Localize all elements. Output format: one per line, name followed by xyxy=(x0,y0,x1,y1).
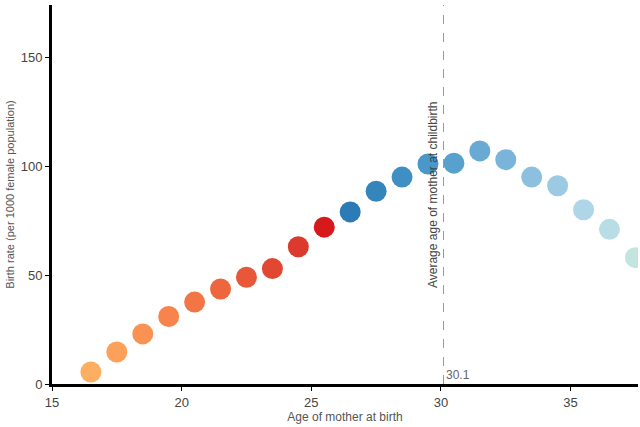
svg-text:50: 50 xyxy=(28,268,42,283)
svg-text:150: 150 xyxy=(21,50,43,65)
svg-text:20: 20 xyxy=(174,395,188,410)
svg-text:0: 0 xyxy=(35,377,42,392)
svg-text:30.1: 30.1 xyxy=(446,368,470,382)
svg-text:25: 25 xyxy=(304,395,318,410)
svg-text:Average age of mother at child: Average age of mother at childbirth xyxy=(426,101,440,288)
svg-text:Birth rate (per 1000 female po: Birth rate (per 1000 female population) xyxy=(4,100,16,288)
svg-text:100: 100 xyxy=(21,159,43,174)
svg-text:15: 15 xyxy=(45,395,59,410)
svg-text:30: 30 xyxy=(434,395,448,410)
svg-text:Age of mother at birth: Age of mother at birth xyxy=(287,410,402,424)
svg-text:35: 35 xyxy=(563,395,577,410)
